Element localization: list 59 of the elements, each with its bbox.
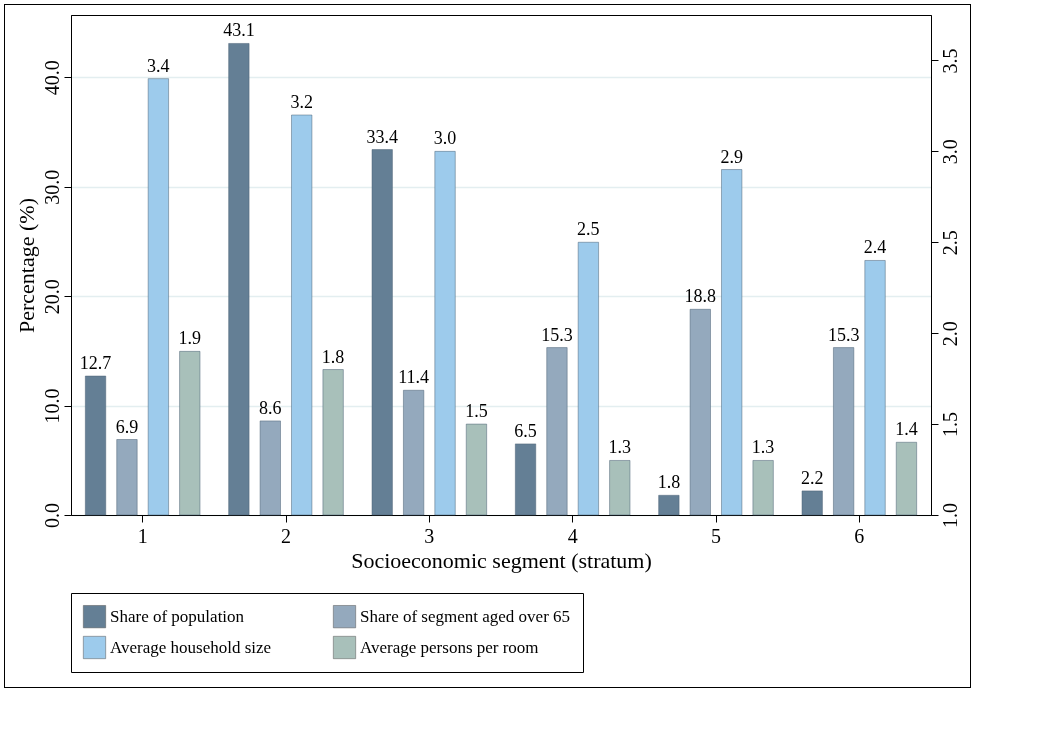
data-label: 12.7 (79, 353, 112, 374)
bar (403, 390, 425, 516)
y-tick-label: 40.0 (40, 60, 63, 96)
data-label: 6.9 (115, 416, 139, 437)
data-label: 1.3 (608, 437, 632, 458)
data-label: 1.3 (751, 437, 775, 458)
bar (259, 420, 281, 516)
bar (801, 490, 823, 516)
bar (371, 149, 393, 516)
bar (85, 375, 106, 516)
bar (515, 443, 536, 516)
data-label: 43.1 (223, 20, 255, 41)
bar (228, 43, 250, 516)
data-label: 1.4 (895, 419, 918, 440)
x-tick-label: 5 (711, 524, 721, 547)
y2-tick-label: 1.0 (938, 503, 961, 528)
y2-tick-label: 2.5 (938, 230, 961, 256)
legend-label: Average household size (110, 637, 272, 657)
y2-tick-label: 3.0 (938, 139, 961, 165)
data-label: 3.2 (290, 92, 313, 112)
data-label: 15.3 (541, 324, 573, 345)
data-label: 2.2 (800, 467, 824, 488)
data-label: 8.6 (259, 397, 282, 418)
x-axis-title: Socioeconomic segment (stratum) (351, 547, 652, 573)
y-tick-label: 10.0 (40, 388, 63, 424)
x-tick-label: 6 (854, 524, 865, 547)
data-label: 2.5 (577, 219, 600, 240)
bar (689, 309, 711, 516)
data-label: 3.0 (433, 128, 457, 149)
data-label: 6.5 (514, 420, 537, 441)
bar (658, 495, 680, 516)
data-label: 18.8 (684, 286, 717, 307)
data-label: 2.4 (863, 237, 887, 258)
x-tick-label: 1 (137, 524, 148, 547)
bar (546, 347, 568, 516)
y2-tick-label: 1.5 (938, 412, 961, 438)
y2-tick-label: 3.5 (938, 48, 961, 74)
data-label: 15.3 (827, 324, 860, 345)
y-axis-title: Percentage (%) (13, 198, 39, 333)
x-tick-label: 4 (567, 524, 578, 547)
data-label: 2.9 (720, 146, 743, 167)
bar (833, 347, 855, 516)
data-label: 1.9 (178, 328, 202, 349)
data-label: 1.8 (321, 346, 345, 367)
data-label: 33.4 (366, 126, 398, 147)
legend-label: Share of segment aged over 65 (360, 606, 571, 626)
x-tick-label: 2 (281, 524, 291, 547)
y-tick-label: 0.0 (40, 503, 63, 528)
y2-tick-label: 2.0 (938, 321, 961, 347)
x-tick-label: 3 (424, 524, 435, 547)
bar (116, 439, 138, 516)
y-tick-label: 30.0 (40, 169, 63, 205)
data-label: 3.4 (147, 55, 170, 76)
legend-label: Average persons per room (360, 637, 539, 657)
data-label: 1.8 (657, 472, 681, 493)
data-label: 11.4 (398, 367, 430, 388)
data-label: 1.5 (465, 401, 488, 422)
legend-label: Share of population (110, 606, 245, 626)
y-tick-label: 20.0 (40, 279, 63, 315)
